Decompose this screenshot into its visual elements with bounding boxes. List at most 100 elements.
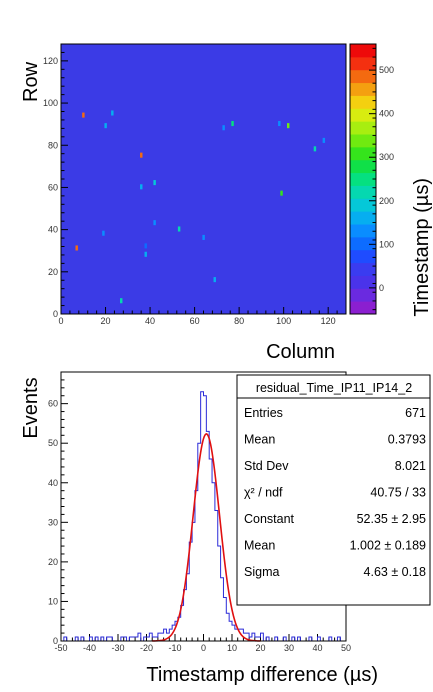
hit-pixel (322, 137, 326, 143)
x-tick-label: 100 (276, 316, 291, 326)
stats-label: Constant (244, 512, 295, 526)
z-tick-label: 0 (379, 283, 384, 293)
hit-pixel (153, 180, 156, 186)
stats-value: 52.35 ± 2.95 (357, 512, 426, 526)
color-scale-bin (350, 236, 376, 251)
color-scale-bin (350, 224, 376, 238)
stats-label: Std Dev (244, 459, 289, 473)
color-scale-bin (350, 95, 376, 109)
y-tick-label: 40 (48, 225, 58, 235)
y-tick-label: 120 (43, 56, 58, 66)
color-scale-title: Timestamp (µs) (411, 178, 433, 317)
x-tick-label: 50 (341, 643, 351, 653)
color-scale-bin (350, 56, 376, 71)
hit-pixel (144, 251, 147, 257)
color-scale-bin (350, 185, 376, 199)
color-scale-bin (350, 44, 376, 58)
hit-pixel (111, 110, 114, 116)
histogram-y-axis-title: Events (20, 377, 42, 438)
hitmap-plot-area (61, 44, 346, 314)
z-tick-label: 500 (379, 65, 394, 75)
y-tick-label: 0 (53, 636, 58, 646)
y-tick-label: 60 (48, 182, 58, 192)
y-tick-label: 0 (53, 309, 58, 319)
hitmap-chart: 0 20 40 60 80 100 120 0 20 40 60 80 100 120 0 100 200 3… (20, 43, 433, 363)
y-tick-label: 50 (48, 438, 58, 448)
stats-value: 0.3793 (388, 433, 426, 447)
y-tick-label: 20 (48, 267, 58, 277)
color-scale-bin (350, 198, 376, 212)
x-tick-label: 0 (58, 316, 63, 326)
x-tick-label: 10 (227, 643, 237, 653)
hit-pixel (278, 120, 281, 127)
color-scale-bin (350, 288, 376, 302)
x-tick-label: -40 (83, 643, 96, 653)
color-scale-bin (350, 108, 376, 122)
stats-box-rows: Entries 671 Mean 0.3793 Std Dev 8.021 χ² / ndf… (244, 406, 426, 579)
x-tick-label: 40 (145, 316, 155, 326)
hit-pixel (313, 146, 317, 152)
stats-value: 8.021 (395, 459, 426, 473)
y-tick-label: 80 (48, 140, 58, 150)
hit-pixel (144, 243, 147, 249)
x-tick-label: 20 (255, 643, 265, 653)
color-scale-axis: 0 100 200 300 400 500 (369, 47, 394, 311)
x-tick-label: 0 (201, 643, 206, 653)
x-tick-label: 80 (234, 316, 244, 326)
z-tick-label: 200 (379, 196, 394, 206)
hit-pixel (102, 230, 105, 236)
stats-label: Sigma (244, 565, 279, 579)
color-scale-bin (350, 172, 376, 186)
histogram-series (61, 391, 346, 642)
stats-value: 4.63 ± 0.18 (364, 565, 427, 579)
y-tick-label: 60 (48, 399, 58, 409)
stats-box-title: residual_Time_IP11_IP14_2 (256, 381, 412, 395)
y-tick-label: 40 (48, 478, 58, 488)
color-scale-bin (350, 159, 376, 174)
hitmap-x-axis-title: Column (266, 341, 335, 363)
hit-pixel (177, 226, 181, 232)
y-tick-label: 30 (48, 517, 58, 527)
x-tick-label: 60 (190, 316, 200, 326)
hitmap-y-axis-title: Row (20, 61, 42, 102)
stats-label: χ² / ndf (244, 486, 283, 500)
hit-pixel (213, 277, 216, 283)
hit-pixel (202, 234, 205, 240)
stats-label: Mean (244, 539, 275, 553)
stats-value: 671 (405, 406, 426, 420)
hit-pixel (82, 112, 85, 118)
x-tick-label: -10 (168, 643, 181, 653)
color-scale-bin (350, 249, 376, 264)
hit-pixel (231, 120, 234, 127)
z-tick-label: 400 (379, 109, 394, 119)
hit-pixel (75, 245, 78, 251)
color-scale-bin (350, 211, 376, 225)
stats-value: 40.75 / 33 (370, 486, 426, 500)
hit-pixel (222, 125, 225, 131)
x-tick-label: 120 (321, 316, 336, 326)
histogram-x-axis-title: Timestamp difference (µs) (146, 664, 378, 686)
z-tick-label: 100 (379, 239, 394, 249)
y-tick-label: 20 (48, 557, 58, 567)
hit-pixel (120, 298, 123, 304)
color-scale-bin (350, 134, 376, 148)
color-scale-bin (350, 275, 376, 289)
stats-value: 1.002 ± 0.189 (350, 539, 426, 553)
residual-histogram-chart: -50 -40 -30 -20 -10 0 10 20 30 40 50 0 10 20 30 40 50 60… (20, 371, 431, 686)
x-tick-label: -50 (54, 643, 67, 653)
hit-pixel (140, 184, 143, 190)
stats-box: residual_Time_IP11_IP14_2 Entries 671 Mean… (236, 374, 431, 606)
y-tick-label: 10 (48, 596, 58, 606)
color-scale-bin (350, 146, 376, 161)
x-tick-label: -30 (111, 643, 124, 653)
hit-pixel (104, 123, 107, 129)
color-scale-bin (350, 82, 376, 96)
hit-pixel (140, 152, 143, 158)
x-tick-label: 40 (312, 643, 322, 653)
hitmap-hits (75, 110, 326, 304)
hitmap-x-axis: 0 20 40 60 80 100 120 (58, 307, 347, 326)
hit-pixel (286, 123, 290, 129)
y-tick-label: 100 (43, 98, 58, 108)
z-tick-label: 300 (379, 152, 394, 162)
